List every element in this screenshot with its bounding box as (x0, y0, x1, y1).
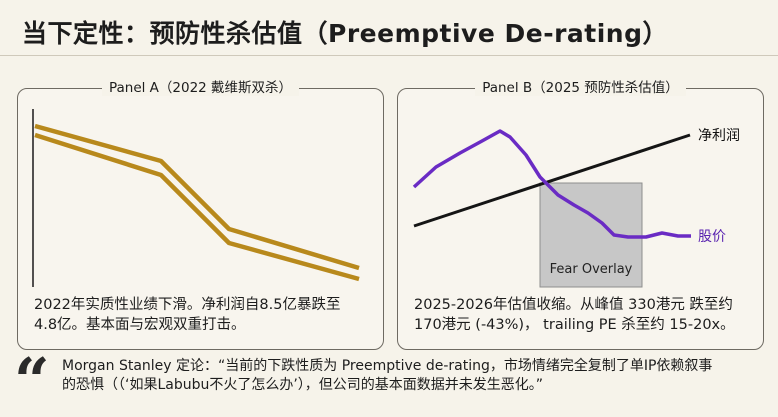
panel-b-chart: Fear Overlay 净利润 股价 (412, 128, 740, 288)
panel-a-label: Panel A（2022 戴维斯双杀） (101, 80, 300, 96)
stock-price-label: 股价 (698, 229, 726, 245)
title-divider (0, 55, 778, 56)
profit-line (413, 133, 691, 228)
panel-a-upper-line (34, 123, 360, 271)
panel-a: Panel A（2022 戴维斯双杀） 2022年实质性业绩下滑。净利润自8.5… (17, 80, 384, 350)
quote-mark-icon: “ (14, 344, 50, 417)
panel-a-caption-line2: 4.8亿。基本面与宏观双重打击。 (34, 317, 246, 333)
panel-a-label-wrap: Panel A（2022 戴维斯双杀） (18, 79, 383, 97)
stock-price-line (412, 129, 691, 239)
quote-block: Morgan Stanley 定论：“当前的下跌性质为 Preemptive d… (62, 357, 762, 395)
panel-b-caption-line1: 2025-2026年估值收缩。从峰值 330港元 跌至约 (414, 297, 733, 313)
panel-b-label-wrap: Panel B（2025 预防性杀估值） (398, 79, 763, 97)
panel-b-label: Panel B（2025 预防性杀估值） (475, 80, 686, 96)
panel-b-caption: 2025-2026年估值收缩。从峰值 330港元 跌至约 170港元 (-43%… (414, 295, 754, 335)
quote-line1: Morgan Stanley 定论：“当前的下跌性质为 Preemptive d… (62, 358, 713, 374)
quote-line2: 的恐惧（（‘如果Labubu不火了怎么办’），但公司的基本面数据并未发生恶化。” (62, 377, 544, 393)
panel-a-chart (32, 109, 360, 287)
fear-overlay-label: Fear Overlay (550, 262, 633, 277)
panel-b-caption-line2: 170港元 (-43%)， trailing PE 杀至约 15-20x。 (414, 317, 735, 333)
panel-a-caption: 2022年实质性业绩下滑。净利润自8.5亿暴跌至 4.8亿。基本面与宏观双重打击… (34, 295, 374, 335)
page-title: 当下定性：预防性杀估值（Preemptive De-rating） (22, 19, 668, 48)
profit-line-label: 净利润 (698, 128, 740, 144)
panel-b: Panel B（2025 预防性杀估值） Fear Overlay 净利润 股价… (397, 80, 764, 350)
panel-a-caption-line1: 2022年实质性业绩下滑。净利润自8.5亿暴跌至 (34, 297, 341, 313)
panel-a-lower-line (34, 132, 360, 282)
